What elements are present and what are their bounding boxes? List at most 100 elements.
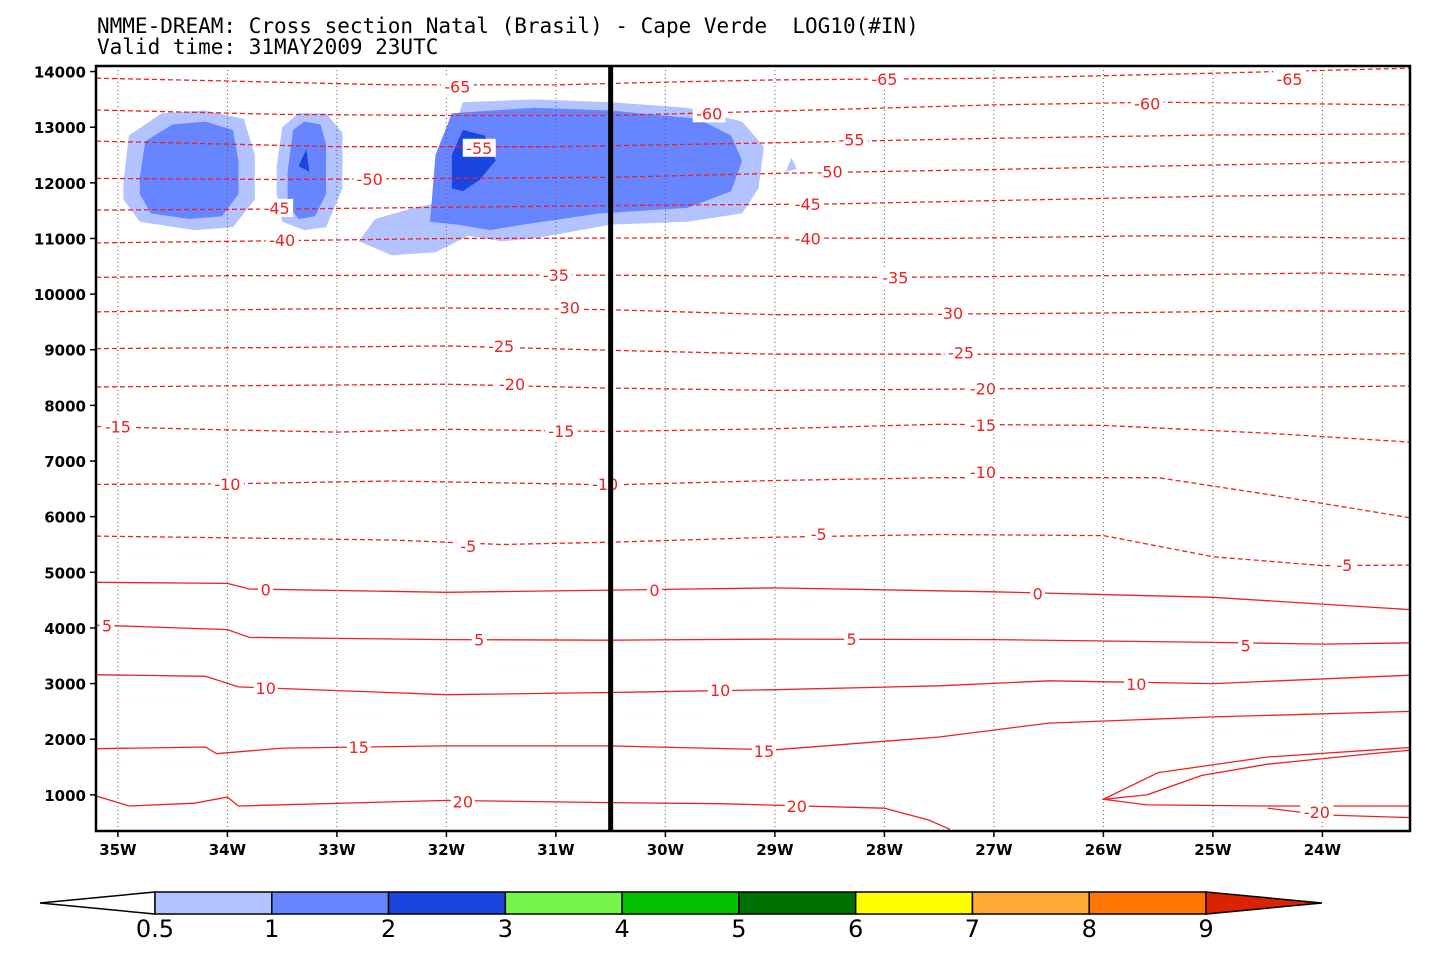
contour-label-bg-16-0 bbox=[346, 737, 371, 756]
y-tick-label-2000: 2000 bbox=[44, 731, 86, 749]
contour-label-14-3: 5 bbox=[1241, 637, 1251, 656]
x-tick-label-29W: 29W bbox=[756, 841, 794, 859]
contour-label-bg-11-0 bbox=[210, 474, 244, 493]
contour-label-15-0: 10 bbox=[256, 679, 276, 698]
contour-label-bg-15-0 bbox=[253, 679, 278, 698]
contour-label-14-0: 5 bbox=[102, 617, 112, 636]
contour-label-12-2: -5 bbox=[1336, 556, 1352, 575]
colorbar-segment-6 bbox=[854, 891, 974, 915]
contour-label-bg-17-1 bbox=[784, 796, 809, 815]
contour-line-3 bbox=[96, 161, 1410, 181]
y-tick-label-6000: 6000 bbox=[44, 509, 86, 527]
contour-line-7 bbox=[96, 307, 1410, 316]
colorbar-segment-3 bbox=[504, 891, 623, 915]
contour-label-5-1: -40 bbox=[795, 229, 821, 248]
contour-label-bg-12-0 bbox=[456, 537, 481, 556]
contour-label-bg-3-0 bbox=[353, 169, 387, 188]
x-tick-label-26W: 26W bbox=[1085, 841, 1123, 859]
contour-label-bg-1-1 bbox=[1130, 94, 1164, 113]
y-tick-label-14000: 14000 bbox=[34, 64, 86, 82]
contour-label-17-0: 20 bbox=[453, 793, 473, 812]
contour-label-bg-9-1 bbox=[966, 379, 1000, 398]
contour-line-2 bbox=[96, 133, 1410, 148]
contour-line-5 bbox=[96, 235, 1410, 244]
contour-label-3-1: -50 bbox=[817, 163, 843, 182]
contour-line-19 bbox=[1103, 749, 1410, 800]
contour-label-bg-20-0 bbox=[1300, 803, 1334, 822]
plot-frame bbox=[94, 64, 1412, 833]
x-tick-label-31W: 31W bbox=[537, 841, 575, 859]
colorbar-label-5: 5 bbox=[731, 915, 746, 943]
contour-label-15-1: 10 bbox=[710, 681, 730, 700]
y-tick-label-8000: 8000 bbox=[44, 397, 86, 415]
contour-label-1-0: -60 bbox=[696, 104, 722, 123]
contour-label-16-0: 15 bbox=[349, 738, 369, 757]
contour-label-bg-14-1 bbox=[471, 630, 487, 649]
colorbar-label-1: 1 bbox=[264, 915, 279, 943]
contour-label-0-2: -65 bbox=[1276, 70, 1302, 89]
contour-label-bg-12-2 bbox=[1332, 556, 1357, 575]
x-tick-label-27W: 27W bbox=[975, 841, 1013, 859]
shaded-region-1 bbox=[139, 121, 239, 219]
contour-label-bg-10-2 bbox=[966, 415, 1000, 434]
contour-line-11 bbox=[96, 477, 1410, 519]
contour-label-bg-2-0 bbox=[462, 138, 496, 157]
colorbar-label-8: 8 bbox=[1082, 915, 1097, 943]
shaded-region-6 bbox=[430, 107, 743, 231]
contour-label-17-1: 20 bbox=[787, 797, 807, 816]
contour-label-14-1: 5 bbox=[474, 631, 484, 650]
y-axis: 1000 2000 3000 4000 5000 6000 7000 8000 9000 1000… bbox=[34, 64, 96, 805]
colorbar-label-0: 0.5 bbox=[136, 915, 174, 943]
contour-line-9 bbox=[96, 383, 1410, 392]
contour-label-9-1: -20 bbox=[970, 380, 996, 399]
contour-line-12 bbox=[96, 533, 1410, 567]
contour-label-6-1: -35 bbox=[882, 268, 908, 287]
colorbar-left-arrow bbox=[39, 891, 156, 915]
contour-label-bg-15-2 bbox=[1124, 675, 1149, 694]
colorbar-segment-1 bbox=[271, 891, 390, 915]
colorbar-label-2: 2 bbox=[381, 915, 396, 943]
contour-label-11-2: -10 bbox=[970, 463, 996, 482]
contour-label-bg-13-0 bbox=[258, 580, 274, 599]
contour-label-bg-7-0 bbox=[550, 298, 584, 317]
y-tick-label-7000: 7000 bbox=[44, 453, 86, 471]
contour-label-9-0: -20 bbox=[499, 375, 525, 394]
contour-label-4-1: -45 bbox=[795, 195, 821, 214]
contour-label-15-2: 10 bbox=[1126, 675, 1146, 694]
contour-label-10-0: -15 bbox=[105, 418, 131, 437]
colorbar-segment-0 bbox=[154, 891, 273, 915]
contour-label-bg-5-0 bbox=[265, 231, 299, 250]
contour-label-bg-14-3 bbox=[1238, 636, 1254, 655]
contour-label-bg-2-1 bbox=[835, 130, 869, 149]
contour-label-16-1: 15 bbox=[754, 742, 774, 761]
colorbar-segment-5 bbox=[738, 891, 857, 915]
contour-label-7-0: -30 bbox=[554, 298, 580, 317]
chart-title-line1: NMME-DREAM: Cross section Natal (Brasil)… bbox=[97, 14, 919, 38]
contour-label-bg-16-1 bbox=[751, 741, 776, 760]
contour-line-6 bbox=[96, 272, 1410, 279]
contour-line-18 bbox=[1101, 746, 1410, 807]
contour-label-11-0: -10 bbox=[214, 475, 240, 494]
colorbar-label-9: 9 bbox=[1198, 915, 1213, 943]
contour-line-17 bbox=[96, 795, 951, 830]
contour-label-8-0: -25 bbox=[488, 337, 514, 356]
colorbar-label-4: 4 bbox=[614, 915, 629, 943]
contour-label-bg-8-0 bbox=[484, 336, 518, 355]
contour-label-bg-13-1 bbox=[646, 581, 662, 600]
contour-label-2-1: -55 bbox=[838, 130, 864, 149]
contour-label-7-1: -30 bbox=[937, 304, 963, 323]
contour-label-11-1: -10 bbox=[592, 475, 618, 494]
contour-label-bg-11-1 bbox=[588, 474, 622, 493]
colorbar-label-7: 7 bbox=[965, 915, 980, 943]
contour-line-20 bbox=[1267, 807, 1410, 819]
contour-label-12-1: -5 bbox=[811, 525, 827, 544]
x-tick-label-35W: 35W bbox=[99, 841, 137, 859]
contour-label-bg-13-2 bbox=[1030, 584, 1046, 603]
x-tick-label-24W: 24W bbox=[1304, 841, 1342, 859]
contour-label-bg-12-1 bbox=[806, 524, 831, 543]
y-tick-label-3000: 3000 bbox=[44, 676, 86, 694]
contour-label-12-0: -5 bbox=[460, 537, 476, 556]
y-tick-label-13000: 13000 bbox=[34, 119, 86, 137]
colorbar-segment-4 bbox=[621, 891, 740, 915]
